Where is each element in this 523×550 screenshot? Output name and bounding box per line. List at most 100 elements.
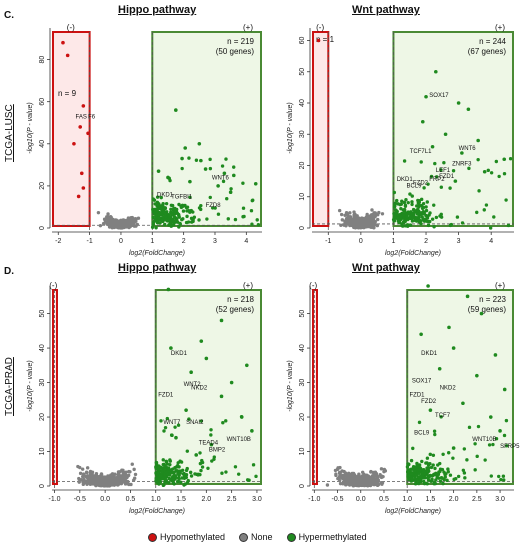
point-hyper: [239, 415, 244, 419]
point-hyper: [424, 208, 429, 213]
point-hyper: [420, 119, 425, 124]
point-hyper: [250, 198, 254, 203]
point-none: [127, 469, 131, 474]
point-hyper: [443, 132, 448, 137]
point-hyper: [208, 166, 213, 171]
point-hyper: [236, 472, 241, 476]
point-hyper: [420, 459, 424, 464]
point-none: [341, 482, 345, 486]
point-hyper: [430, 144, 435, 149]
positive-sign: (+): [243, 281, 253, 290]
point-none: [114, 223, 118, 228]
gene-label: FZD8: [206, 203, 222, 209]
point-hyper: [425, 456, 430, 460]
point-hyper: [424, 94, 428, 99]
point-hyper: [411, 207, 416, 212]
gene-label: WNT6: [212, 176, 230, 182]
point-hyper: [445, 478, 449, 483]
point-none: [344, 222, 349, 226]
point-hyper: [415, 204, 419, 208]
point-hyper: [461, 468, 466, 472]
x-tick-label: 3.0: [252, 496, 262, 503]
point-none: [340, 469, 344, 473]
point-hyper: [160, 218, 164, 223]
chart-title-c-hippo: Hippo pathway: [118, 4, 197, 16]
point-none: [349, 476, 353, 480]
point-hyper: [242, 214, 246, 219]
point-hyper: [488, 226, 493, 230]
point-hyper: [419, 197, 424, 202]
point-none: [368, 480, 372, 484]
gene-label: DKD1: [421, 351, 438, 357]
point-hyper: [220, 471, 224, 475]
gene-label: WNT10B: [472, 437, 496, 443]
point-hyper: [497, 174, 501, 179]
point-hyper: [489, 474, 494, 478]
point-none: [113, 219, 117, 223]
row-label-prad: TCGA-PRAD: [4, 357, 15, 416]
y-axis-label: -log10(P - value): [27, 360, 34, 412]
point-hyper: [253, 181, 258, 186]
point-hyper: [173, 425, 177, 429]
point-hyper: [163, 464, 167, 468]
point-hyper: [166, 467, 170, 471]
y-tick-label: 30: [39, 379, 46, 387]
x-tick-label: 2.5: [227, 496, 237, 503]
point-none: [369, 469, 373, 474]
point-none: [108, 215, 113, 219]
point-hyper: [486, 168, 490, 173]
point-hypo: [316, 38, 321, 43]
point-none: [349, 221, 354, 225]
point-hyper: [192, 215, 197, 219]
point-none: [348, 211, 352, 215]
point-hyper: [200, 465, 205, 469]
point-hyper: [432, 429, 437, 433]
point-hypo: [65, 53, 70, 58]
point-none: [376, 213, 380, 217]
point-hyper: [409, 472, 414, 476]
point-hyper: [168, 458, 172, 462]
positive-gene-count: (52 genes): [216, 305, 255, 314]
x-tick-label: 2: [182, 238, 186, 245]
point-hyper: [476, 138, 480, 143]
point-hyper: [197, 141, 202, 146]
point-none: [375, 483, 380, 488]
point-none: [346, 214, 350, 219]
point-hyper: [158, 221, 162, 225]
point-none: [370, 222, 375, 227]
point-hyper: [216, 184, 220, 188]
point-hyper: [498, 429, 502, 433]
point-hyper: [504, 198, 508, 202]
positive-count: n = 223: [479, 295, 506, 304]
point-none: [379, 467, 384, 471]
volcano-plot-lusc-hippo: -2 -1 0 1 2 3 4020406080log2(FoldChange)-log10…: [27, 23, 262, 257]
point-hyper: [410, 219, 415, 223]
point-hyper: [169, 346, 173, 350]
point-hyper: [186, 220, 191, 224]
point-hyper: [479, 311, 484, 316]
point-hyper: [406, 211, 411, 216]
point-hyper: [167, 476, 171, 481]
point-hyper: [465, 294, 470, 299]
point-hyper: [451, 446, 456, 450]
point-none: [99, 482, 104, 486]
point-none: [113, 480, 118, 484]
x-tick-label: -1.0: [308, 496, 320, 503]
point-hyper: [422, 218, 426, 222]
point-hyper: [229, 187, 233, 191]
point-hyper: [420, 210, 425, 215]
point-none: [135, 222, 140, 227]
point-hyper: [417, 468, 422, 472]
point-hyper: [430, 217, 435, 221]
x-tick-label: 0.0: [356, 496, 366, 503]
point-hyper: [463, 476, 467, 480]
point-none: [376, 475, 380, 479]
legend: Hypomethylated None Hypermethylated: [148, 530, 478, 544]
point-hyper: [431, 473, 436, 477]
gene-label: WNT10B: [227, 437, 251, 443]
gene-label: NKD2: [191, 385, 208, 391]
point-hyper: [416, 198, 420, 203]
point-none: [128, 219, 132, 224]
point-hyper: [422, 186, 426, 190]
point-hyper: [425, 200, 430, 204]
